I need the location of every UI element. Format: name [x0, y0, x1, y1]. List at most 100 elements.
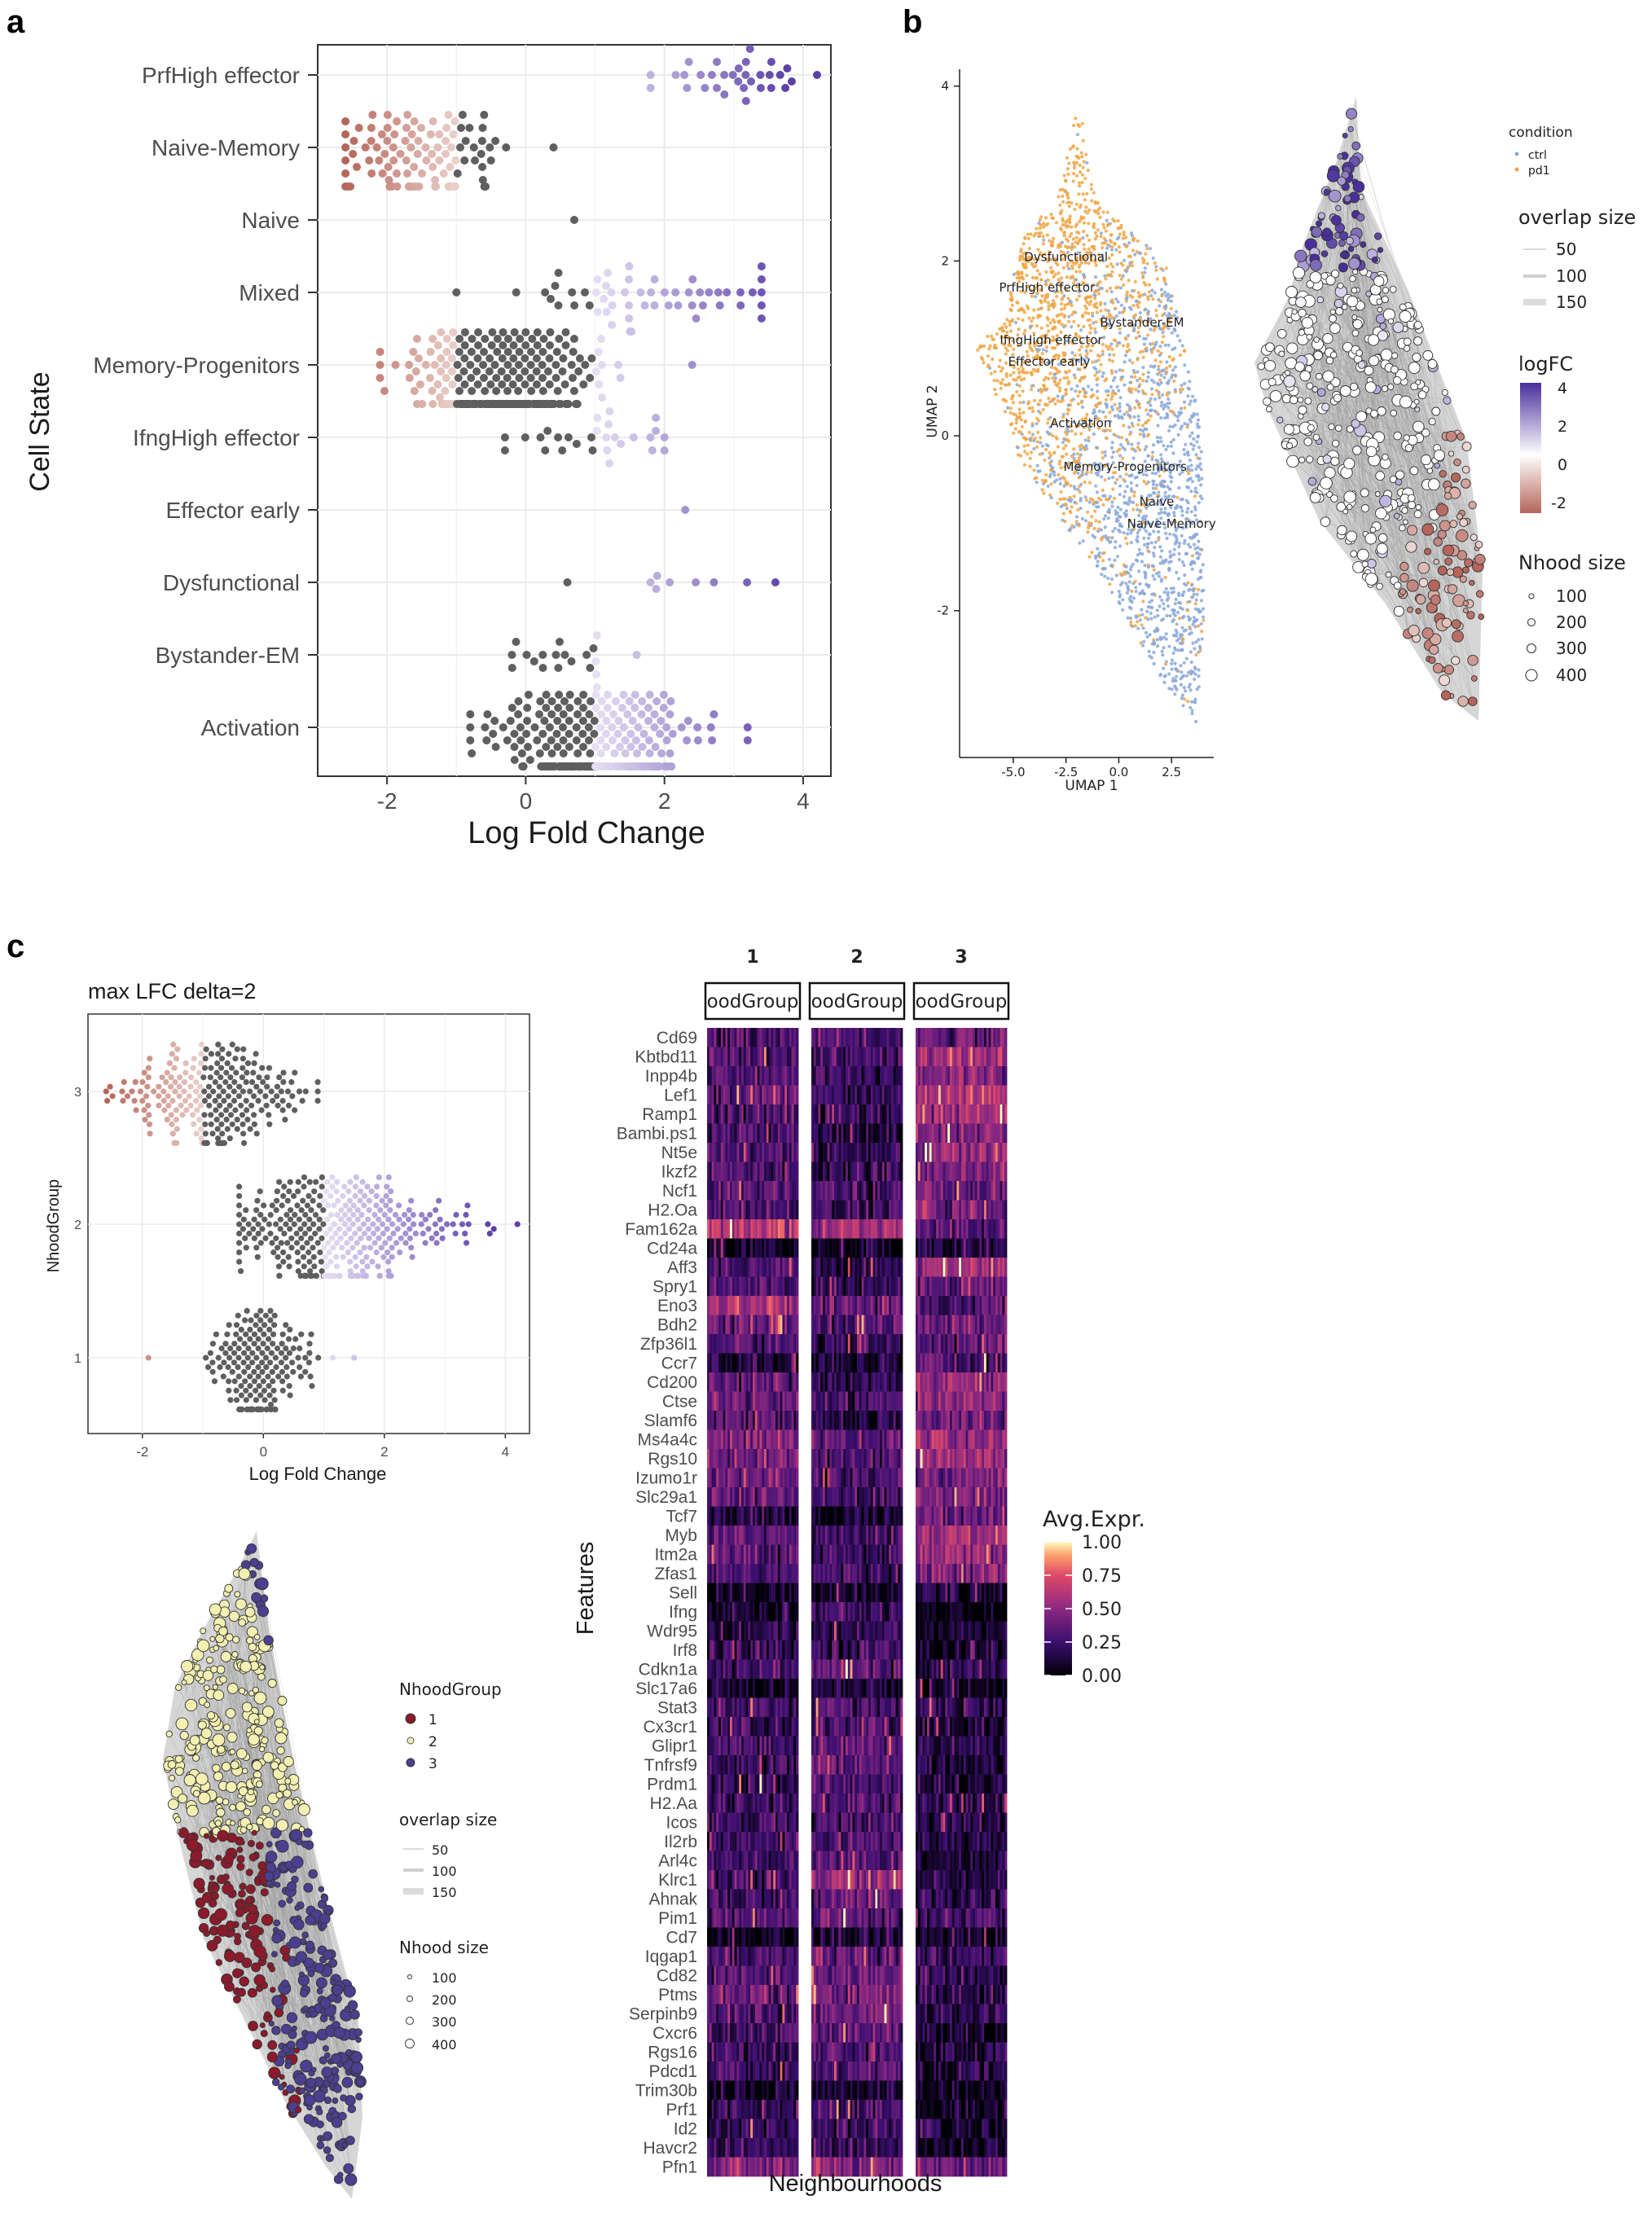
umap-cell-point	[1152, 365, 1156, 369]
umap-cell-point	[1183, 452, 1187, 457]
umap-cell-point	[1154, 389, 1158, 393]
umap-cell-point	[1089, 182, 1093, 187]
umap-cell-point	[1099, 309, 1103, 313]
umap-cell-point	[1107, 557, 1112, 561]
panel-a-point	[393, 169, 401, 178]
umap-cell-point	[1086, 510, 1090, 514]
panel-a-point	[426, 130, 435, 138]
panel-a-point	[652, 427, 661, 435]
panel-a-point	[621, 736, 630, 744]
umap-cell-point	[1136, 531, 1140, 535]
umap-cell-point	[1141, 599, 1145, 604]
umap-cell-point	[1160, 549, 1164, 553]
umap-cell-point	[1172, 684, 1177, 688]
umap-cell-point	[1058, 476, 1062, 481]
umap-cell-point	[1131, 507, 1136, 512]
panel-a-point	[646, 433, 655, 441]
umap-cell-point	[1146, 454, 1150, 458]
umap-cell-point	[1136, 305, 1140, 309]
panel-b-nhood-node	[1322, 370, 1334, 383]
umap-cell-point	[1180, 424, 1184, 428]
panel-b-nhood-node	[1285, 286, 1298, 298]
panel-a-point	[625, 697, 634, 705]
umap-cell-point	[1024, 437, 1028, 441]
umap-cell-point	[1174, 597, 1178, 602]
panel-a-point	[532, 354, 541, 362]
umap-cell-point	[1035, 481, 1039, 485]
umap-cell-point	[1173, 542, 1177, 546]
umap-cell-point	[1121, 598, 1125, 602]
panel-a-point	[593, 275, 602, 283]
umap-cell-point	[1038, 218, 1042, 222]
panel-a-point	[589, 644, 598, 652]
panel-a-point	[442, 124, 451, 132]
panel-b-nhood-node	[1392, 321, 1404, 333]
umap-cell-point	[1044, 349, 1048, 353]
umap-cell-point	[1061, 394, 1065, 398]
umap-cell-point	[1087, 481, 1092, 485]
umap-cell-point	[1159, 440, 1163, 444]
umap-cell-point	[978, 345, 982, 349]
panel-a-point	[529, 657, 538, 665]
umap-cell-point	[1124, 582, 1128, 586]
umap-cell-point	[1094, 359, 1098, 363]
panel-a-point	[767, 58, 775, 66]
umap-cell-point	[1164, 662, 1168, 666]
umap-cell-point	[1182, 448, 1186, 452]
umap-cell-point	[1153, 261, 1157, 266]
umap-cell-point	[1096, 228, 1101, 232]
panel-a-point	[403, 169, 411, 178]
umap-cell-point	[1123, 360, 1127, 364]
panel-b-nhood-node	[1295, 296, 1307, 308]
umap-cell-point	[1010, 303, 1014, 307]
umap-cell-point	[1101, 488, 1105, 493]
umap-cell-point	[1079, 432, 1083, 436]
panel-a-point	[597, 710, 606, 718]
panel-a-point	[521, 341, 530, 349]
umap-cell-point	[1097, 409, 1101, 413]
panel-a-point	[480, 348, 488, 356]
umap-cell-point	[1126, 503, 1131, 507]
panel-b-nhood-node	[1329, 323, 1341, 334]
panel-a-point	[530, 723, 539, 731]
umap-cell-point	[1061, 200, 1065, 204]
umap-cell-point	[1011, 393, 1015, 397]
umap-cell-point	[1163, 674, 1167, 678]
panel-a-point	[510, 328, 519, 336]
umap-cell-point	[1111, 217, 1115, 222]
umap-cell-point	[1100, 287, 1104, 291]
umap-cell-point	[1110, 359, 1114, 363]
panel-a-point	[478, 124, 487, 132]
umap-cell-point	[1044, 472, 1048, 477]
panel-a-point	[757, 301, 766, 310]
umap-cell-point	[1115, 511, 1120, 516]
panel-b-nhood-node	[1376, 542, 1388, 555]
panel-a-point	[465, 124, 474, 132]
umap-cell-point	[1100, 475, 1104, 479]
umap-cell-point	[1199, 599, 1203, 603]
umap-cell-point	[1148, 247, 1153, 251]
umap-cell-point	[1043, 375, 1048, 380]
umap-cell-point	[1022, 242, 1026, 246]
panel-b-nhood-node	[1413, 510, 1422, 519]
panel-a-point	[677, 723, 686, 731]
panel-b-nhood-node	[1443, 665, 1454, 675]
panel-a-point	[613, 730, 622, 738]
panel-b-nhood-node	[1395, 470, 1405, 480]
umap-cell-point	[1093, 296, 1097, 301]
umap-cell-point	[1136, 370, 1140, 374]
panel-a-point	[565, 743, 573, 751]
umap-cell-point	[1065, 275, 1069, 279]
panel-a-point	[757, 314, 766, 323]
umap-cell-point	[1118, 484, 1123, 488]
umap-cell-point	[1193, 647, 1197, 651]
umap-cell-point	[1191, 394, 1195, 398]
panel-b-nhood-node	[1403, 434, 1410, 441]
umap-cell-point	[1117, 415, 1121, 420]
umap-cell-point	[1026, 402, 1030, 406]
umap-cell-point	[1041, 348, 1045, 352]
panel-a-point	[558, 367, 567, 375]
umap-cell-point	[1059, 504, 1063, 509]
umap-cell-point	[1185, 510, 1189, 515]
umap-cell-point	[1198, 547, 1202, 551]
